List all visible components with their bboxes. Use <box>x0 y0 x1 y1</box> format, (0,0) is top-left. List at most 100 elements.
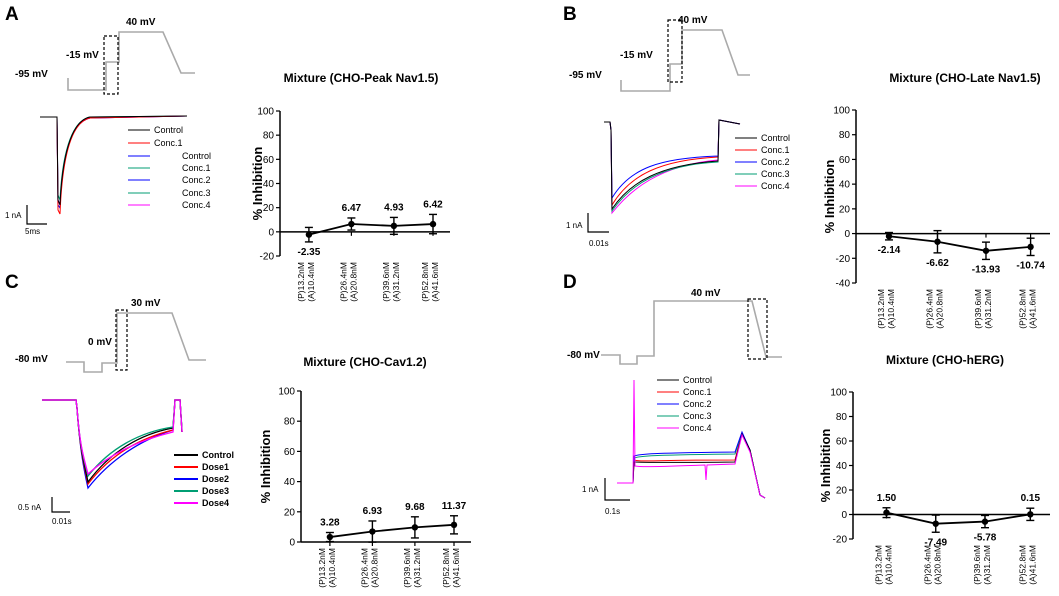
data-point <box>981 518 989 525</box>
trace-legend: Control Conc.1 Conc.2 Conc.3 Conc.4 <box>735 133 790 191</box>
current-traces <box>617 379 766 499</box>
x-category-label: (A)31.2nM <box>391 262 401 302</box>
holding-voltage-label: -80 mV <box>567 350 600 361</box>
data-label: 6.93 <box>363 506 383 517</box>
panel-d: D -80 mV 40 mV Control Conc.1 Conc.2 Con… <box>563 272 782 516</box>
data-point <box>1027 511 1034 518</box>
data-point <box>390 222 398 230</box>
y-tick-label: 80 <box>836 412 848 423</box>
data-label: -7.49 <box>924 537 947 548</box>
x-category-label: (P)39.6nM <box>973 289 983 329</box>
x-category-label: (P)26.4nM <box>923 545 933 585</box>
series-line <box>888 235 1031 252</box>
y-tick-label: 60 <box>836 437 848 448</box>
scale-bar: 1 nA 0.1s <box>582 478 630 516</box>
data-label: 4.93 <box>384 202 404 213</box>
y-tick-label: -40 <box>836 279 851 290</box>
data-label: 9.68 <box>405 502 425 513</box>
x-category-label: (P)13.2nM <box>873 545 883 585</box>
y-tick-label: 60 <box>263 155 275 166</box>
data-label: 11.37 <box>442 501 467 512</box>
data-point <box>1027 243 1034 251</box>
chart-title: Mixture (CHO-Peak Nav1.5) <box>284 71 439 85</box>
current-scale-label: 1 nA <box>582 485 599 494</box>
analysis-window-box <box>115 309 128 371</box>
panel-letter: B <box>563 4 577 25</box>
y-tick-label: 60 <box>839 155 851 166</box>
x-category-label: (A)41.6nM <box>1028 289 1038 329</box>
current-scale-label: 1 nA <box>566 221 583 230</box>
x-category-label: (A)31.2nM <box>983 289 993 329</box>
step-voltage-label: 0 mV <box>88 337 112 348</box>
legend-entry: Conc.3 <box>761 169 790 179</box>
legend-entry: Conc.1 <box>154 138 183 148</box>
x-category-label: (A)41.6nM <box>430 262 440 302</box>
chart-title: Mixture (CHO-hERG) <box>886 353 1004 367</box>
x-category-label: (A)41.6nM <box>451 548 461 588</box>
panel-letter: D <box>563 272 577 293</box>
data-label: -6.62 <box>926 258 949 269</box>
data-point <box>326 533 334 541</box>
inhibition-chart-late-nav15: Mixture (CHO-Late Nav1.5) % Inhibition -40… <box>822 71 1050 329</box>
y-axis-label: % Inhibition <box>250 147 265 221</box>
y-axis-label: % Inhibition <box>258 430 273 504</box>
y-tick-label: 40 <box>263 179 275 190</box>
y-axis-label: % Inhibition <box>822 160 837 234</box>
legend-entry: Conc.2 <box>761 157 790 167</box>
time-scale-label: 0.01s <box>589 239 609 248</box>
data-point <box>348 220 355 228</box>
y-tick-label: -20 <box>260 252 275 263</box>
legend-entry: Conc.3 <box>182 188 211 198</box>
x-category-label: (P)52.8nM <box>1018 289 1028 329</box>
data-label: 0.15 <box>1021 493 1041 504</box>
time-scale-label: 5ms <box>25 227 40 236</box>
data-point <box>369 528 376 535</box>
panel-a: A -95 mV -15 mV 40 mV Control Conc.1 Con… <box>5 4 211 236</box>
y-tick-label: 0 <box>289 538 295 549</box>
y-tick-label: 80 <box>263 131 275 142</box>
chart-title: Mixture (CHO-Late Nav1.5) <box>889 71 1040 85</box>
analysis-window-box <box>103 35 119 95</box>
data-point <box>934 238 941 245</box>
data-point <box>450 521 458 529</box>
x-category-label: (A)31.2nM <box>982 545 992 585</box>
y-tick-label: 40 <box>839 180 851 191</box>
y-tick-label: -20 <box>833 535 848 546</box>
data-label: -2.14 <box>878 245 901 256</box>
data-label: 3.28 <box>320 518 340 529</box>
legend-entry: Control <box>202 450 234 460</box>
holding-voltage-label: -95 mV <box>569 70 602 81</box>
chart-title: Mixture (CHO-Cav1.2) <box>303 355 426 369</box>
y-tick-label: 80 <box>839 130 851 141</box>
legend-entry: Conc.4 <box>683 423 712 433</box>
x-category-label: (A)20.8nM <box>348 262 358 302</box>
data-label: -13.93 <box>972 264 1001 275</box>
scale-bar: 1 nA 5ms <box>5 205 47 236</box>
inhibition-chart-herg: Mixture (CHO-hERG) % Inhibition -20 0 20 40 60… <box>818 353 1050 585</box>
data-point <box>982 247 990 254</box>
y-axis-label: % Inhibition <box>818 429 833 503</box>
data-point <box>305 231 313 238</box>
analysis-window-box <box>747 298 768 360</box>
legend-entry: Conc.1 <box>761 145 790 155</box>
y-tick-label: 60 <box>284 447 296 458</box>
legend-entry: Conc.2 <box>683 399 712 409</box>
x-category-label: (P)13.2nM <box>317 548 327 588</box>
x-category-label: (P)13.2nM <box>876 289 886 329</box>
legend-entry: Conc.4 <box>182 200 211 210</box>
y-tick-label: 20 <box>839 204 851 215</box>
data-point <box>883 509 890 516</box>
holding-voltage-label: -95 mV <box>15 69 48 80</box>
y-tick-label: 100 <box>257 107 274 118</box>
legend-entry: Dose1 <box>202 462 229 472</box>
legend-entry: Control <box>683 375 712 385</box>
scale-bar: 1 nA 0.01s <box>566 213 609 248</box>
legend-entry: Control <box>182 151 211 161</box>
x-category-label: (A)20.8nM <box>933 545 943 585</box>
data-point <box>429 220 437 228</box>
x-category-label: (A)20.8nM <box>369 548 379 588</box>
y-tick-label: 80 <box>284 417 296 428</box>
legend-entry: Conc.1 <box>182 163 211 173</box>
x-category-label: (P)52.8nM <box>1017 545 1027 585</box>
